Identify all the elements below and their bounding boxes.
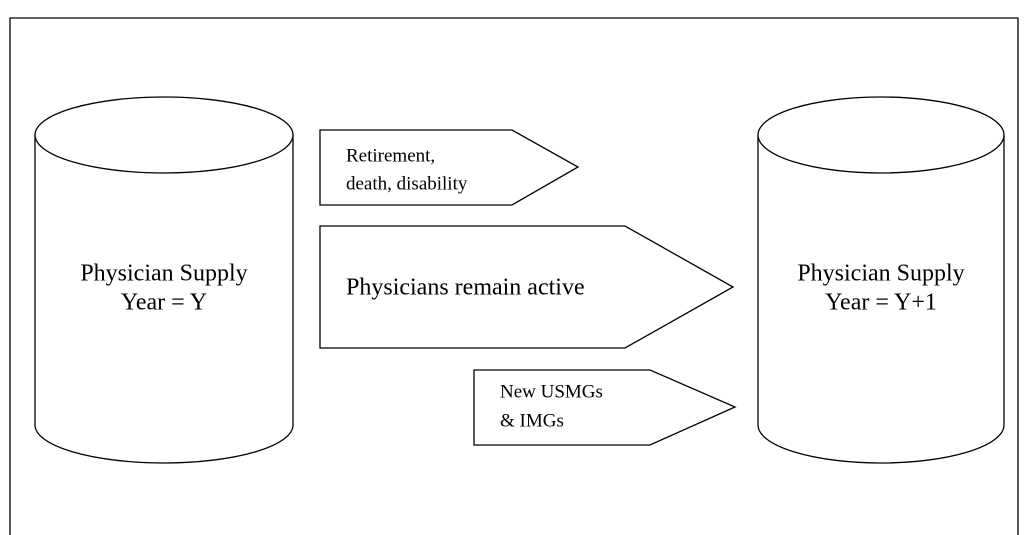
node-label: Physician Supply [80,261,247,287]
cylinder-top [757,96,1005,174]
cylinder-right: Physician Supply Year = Y+1 [757,96,1005,464]
arrow-label: death, disability [346,173,468,194]
arrow-label: & IMGs [500,410,564,431]
arrow-label: New USMGs [500,381,603,402]
cylinder-body [757,135,1005,464]
arrow-label: Retirement, [346,145,435,166]
cylinder-left: Physician Supply Year = Y [34,96,294,464]
arrow-shape [473,369,737,446]
arrow-remain-active: Physicians remain active [319,225,735,349]
arrow-label: Physicians remain active [346,275,585,301]
arrow-shape [319,129,580,206]
node-label: Physician Supply [797,261,964,287]
arrow-new-graduates: New USMGs & IMGs [473,369,737,446]
cylinder-body [34,135,294,464]
cylinder-top [34,96,294,174]
arrow-retirement: Retirement, death, disability [319,129,580,206]
node-label: Year = Y [121,290,207,316]
arrow-shape [319,225,735,349]
node-label: Year = Y+1 [825,290,937,316]
